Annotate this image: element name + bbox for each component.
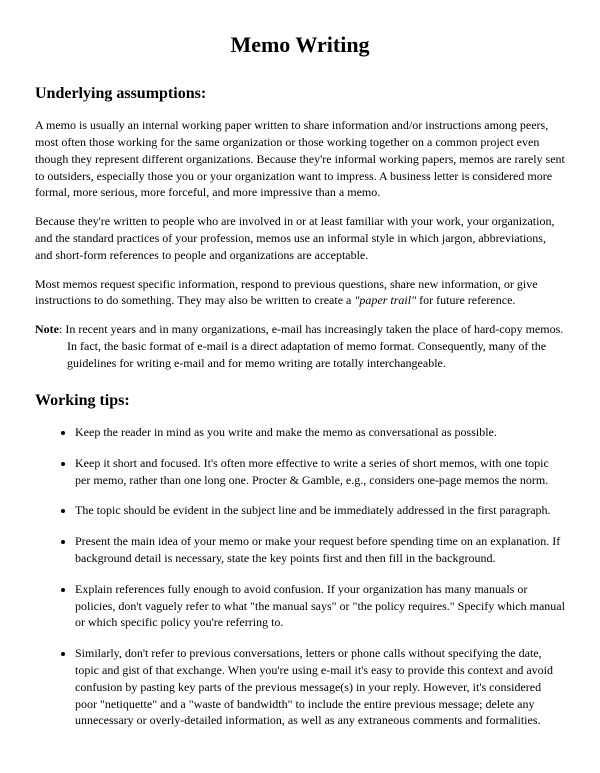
paragraph-1: A memo is usually an internal working pa… [35, 117, 565, 201]
note-text: : In recent years and in many organizati… [59, 322, 563, 370]
tips-list: Keep the reader in mind as you write and… [35, 424, 565, 729]
list-item: Explain references fully enough to avoid… [75, 581, 565, 631]
page-title: Memo Writing [35, 30, 565, 61]
section-heading-assumptions: Underlying assumptions: [35, 83, 565, 105]
paragraph-3: Most memos request specific information,… [35, 276, 565, 310]
list-item: The topic should be evident in the subje… [75, 502, 565, 519]
list-item: Similarly, don't refer to previous conve… [75, 645, 565, 729]
list-item: Keep the reader in mind as you write and… [75, 424, 565, 441]
list-item: Keep it short and focused. It's often mo… [75, 455, 565, 489]
paragraph-3-italic: "paper trail" [354, 293, 416, 307]
note-block: Note: In recent years and in many organi… [35, 321, 565, 371]
paragraph-2: Because they're written to people who ar… [35, 213, 565, 263]
note-label: Note [35, 322, 59, 336]
section-heading-tips: Working tips: [35, 390, 565, 412]
list-item: Present the main idea of your memo or ma… [75, 533, 565, 567]
paragraph-3-after: for future reference. [416, 293, 515, 307]
